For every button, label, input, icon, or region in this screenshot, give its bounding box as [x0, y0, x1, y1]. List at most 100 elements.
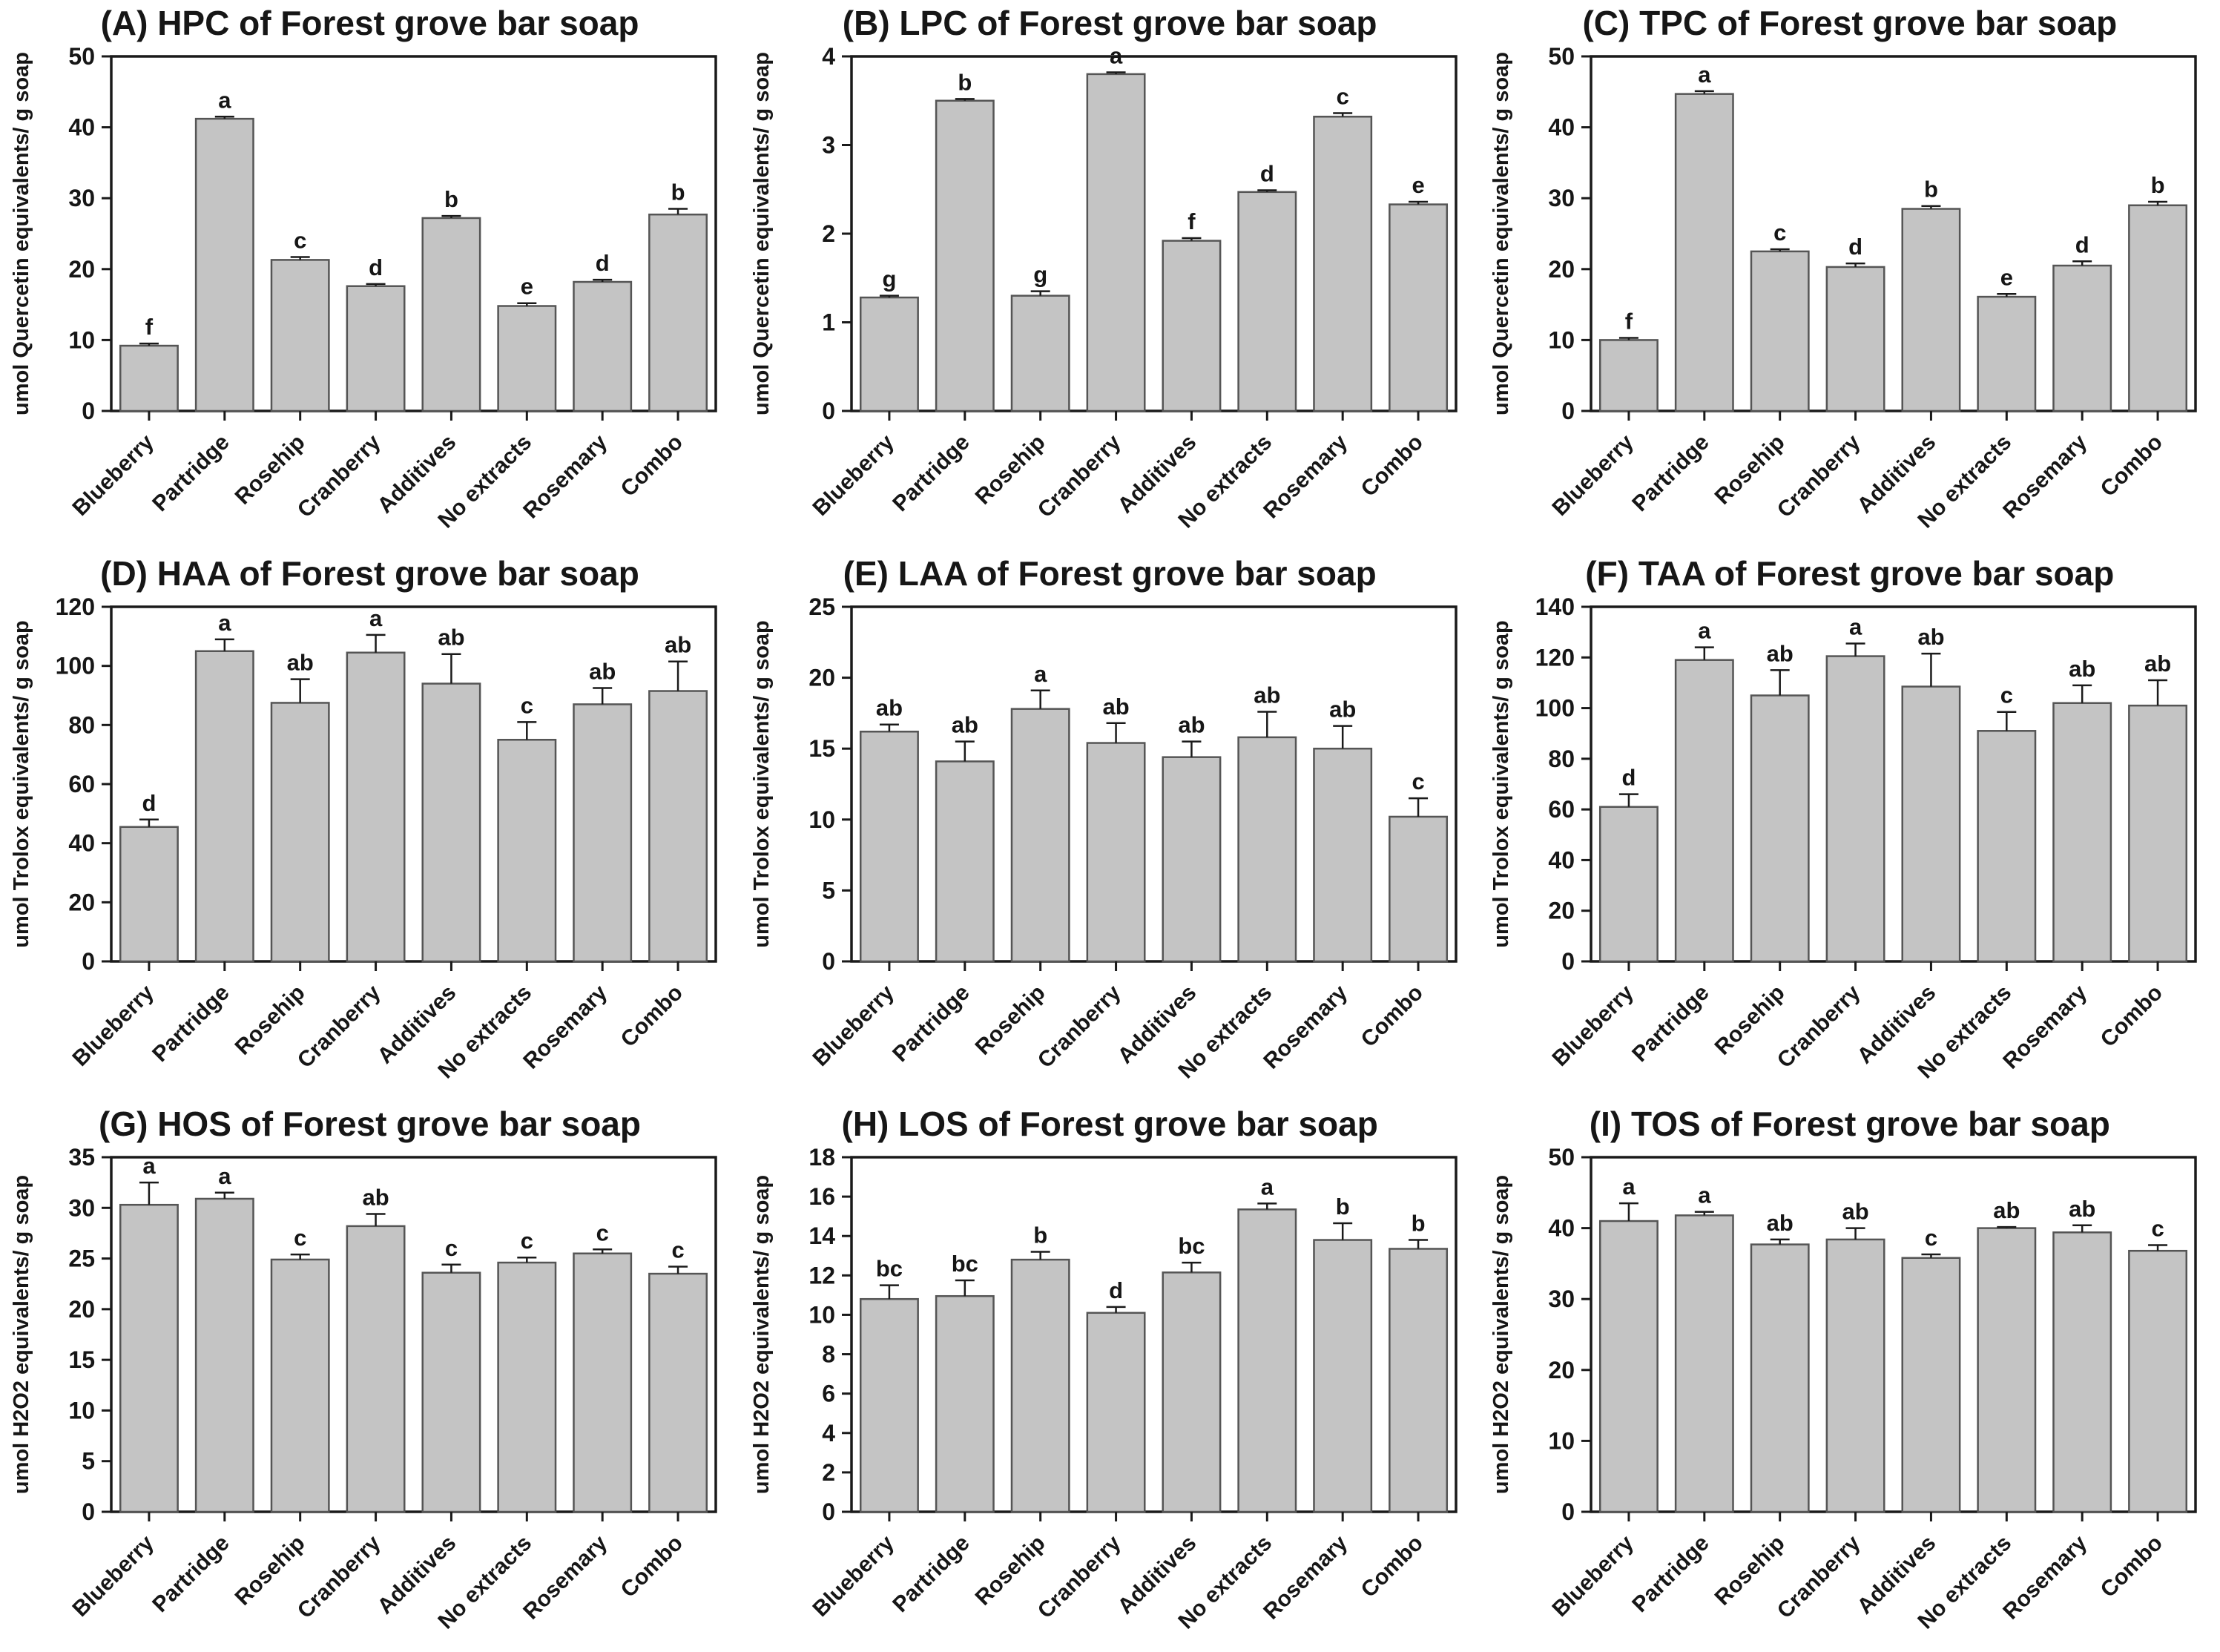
- bar-group-rosemary: c: [573, 1220, 633, 1513]
- bar-rosehip: [1750, 1243, 1810, 1513]
- y-axis-tick-label: 0: [82, 1498, 95, 1525]
- y-axis-tick-label: 4: [822, 45, 835, 70]
- x-category-label: Partridge: [1628, 981, 1714, 1067]
- y-axis-tick-label: 80: [68, 711, 95, 738]
- panel-i-chart: 0 10 20 30 40 50 umol H2O2 equivalents/ g soap…: [1489, 1145, 2198, 1633]
- x-category-label: Blueberry: [808, 430, 899, 521]
- bar-group-cranberry: ab: [346, 1184, 406, 1513]
- panel-e-title: (E) LAA of Forest grove bar soap: [843, 554, 1377, 593]
- y-axis-tick-label: 15: [68, 1346, 95, 1373]
- bar-partridge: [935, 1294, 995, 1513]
- significance-letter: f: [1625, 309, 1633, 335]
- bar-additives: [1901, 1257, 1961, 1513]
- y-axis-tick-label: 20: [1549, 1357, 1575, 1383]
- significance-letter: c: [294, 228, 306, 254]
- y-axis-tick-label: 120: [56, 595, 95, 620]
- significance-letter: a: [1034, 661, 1047, 687]
- significance-letter: c: [671, 1237, 684, 1263]
- panel-c-tpc: (C) TPC of Forest grove bar soap 0 10 20 30…: [1480, 0, 2219, 550]
- panel-a-hpc: (A) HPC of Forest grove bar soap 0 10 20 30…: [0, 0, 740, 550]
- y-axis-tick-label: 60: [1549, 796, 1575, 823]
- y-axis-tick-label: 10: [808, 1301, 835, 1328]
- significance-letter: ab: [1254, 682, 1280, 708]
- x-category-label: Rosehip: [970, 430, 1050, 510]
- y-axis-title: umol Quercetin equivalents/ g soap: [1489, 52, 1513, 415]
- bar-rosemary: [573, 703, 633, 963]
- significance-letter: ab: [2069, 656, 2095, 682]
- bar-group-partridge: a: [194, 87, 254, 412]
- significance-letter: bc: [1178, 1233, 1205, 1259]
- significance-letter: ab: [1102, 694, 1129, 720]
- bar-group-cranberry: a: [1086, 45, 1146, 412]
- y-axis-title: umol Trolox equivalents/ g soap: [1489, 620, 1513, 948]
- significance-letter: c: [596, 1220, 609, 1245]
- y-axis-tick-label: 10: [68, 326, 95, 353]
- bar-combo: [648, 1272, 708, 1513]
- bar-group-blueberry: d: [119, 790, 179, 963]
- significance-letter: d: [369, 254, 383, 280]
- bar-group-no-extracts: a: [1237, 1174, 1297, 1513]
- bar-no-extracts: [497, 305, 557, 412]
- bar-cranberry: [1825, 266, 1885, 412]
- x-category-label: Rosehip: [1710, 430, 1790, 510]
- significance-letter: b: [444, 186, 458, 212]
- y-axis-tick-label: 0: [1562, 398, 1575, 424]
- bar-group-partridge: a: [1675, 62, 1735, 412]
- y-axis-tick-label: 10: [808, 806, 835, 833]
- bar-group-blueberry: a: [119, 1153, 179, 1513]
- bar-group-combo: b: [1388, 1211, 1448, 1513]
- bar-group-additives: ab: [1162, 712, 1222, 963]
- significance-letter: ab: [362, 1184, 389, 1210]
- significance-letter: ab: [665, 632, 691, 658]
- y-axis-tick-label: 40: [1549, 114, 1575, 141]
- x-category-label: Partridge: [888, 981, 974, 1067]
- x-category-label: Rosehip: [970, 981, 1050, 1060]
- x-category-label: Combo: [616, 1531, 688, 1602]
- bar-no-extracts: [1237, 1208, 1297, 1513]
- significance-letter: ab: [1767, 1210, 1794, 1236]
- y-axis-tick-label: 20: [68, 1296, 95, 1323]
- y-axis-tick-label: 100: [1535, 695, 1575, 722]
- bar-group-combo: b: [2128, 172, 2188, 412]
- bar-partridge: [935, 760, 995, 963]
- bar-group-rosemary: ab: [2052, 656, 2112, 963]
- bar-additives: [421, 1271, 481, 1513]
- bar-partridge: [194, 650, 254, 963]
- y-axis-tick-label: 40: [1549, 846, 1575, 873]
- x-category-label: Cranberry: [1773, 1530, 1865, 1623]
- significance-letter: b: [1033, 1222, 1047, 1248]
- significance-letter: b: [2151, 172, 2165, 198]
- y-axis-tick-label: 6: [822, 1380, 835, 1407]
- bar-group-no-extracts: e: [497, 274, 557, 412]
- significance-letter: ab: [1767, 640, 1794, 666]
- bar-rosehip: [270, 259, 330, 412]
- y-axis-tick-label: 30: [1549, 185, 1575, 211]
- bar-no-extracts: [1977, 730, 2037, 963]
- y-axis-tick-label: 120: [1535, 644, 1575, 671]
- bar-partridge: [194, 1197, 254, 1513]
- y-axis-tick-label: 4: [822, 1420, 835, 1447]
- bar-group-no-extracts: ab: [1237, 682, 1297, 963]
- bar-cranberry: [346, 651, 406, 963]
- y-axis-tick-label: 0: [822, 948, 835, 975]
- bar-group-rosehip: ab: [1750, 1210, 1810, 1513]
- bar-group-additives: ab: [421, 625, 481, 963]
- bar-group-combo: ab: [2128, 651, 2188, 963]
- bar-group-combo: e: [1388, 172, 1448, 412]
- x-category-label: Cranberry: [1773, 430, 1865, 522]
- y-axis-tick-label: 30: [1549, 1286, 1575, 1312]
- bar-group-rosehip: ab: [270, 650, 330, 963]
- bar-group-partridge: a: [1675, 1182, 1735, 1513]
- bar-additives: [1162, 240, 1222, 412]
- panel-h-chart: 0 2 4 6 8 10 12 14 16 18 umol H2O2 equivalents/ g …: [750, 1145, 1458, 1633]
- significance-letter: a: [1623, 1174, 1636, 1199]
- y-axis-tick-label: 0: [822, 398, 835, 424]
- x-category-label: Rosehip: [970, 1531, 1050, 1610]
- y-axis-tick-label: 14: [808, 1222, 835, 1249]
- significance-letter: g: [1033, 262, 1047, 288]
- bar-group-combo: ab: [648, 632, 708, 963]
- bar-rosemary: [2052, 1231, 2112, 1513]
- panel-g-chart: 0 5 10 15 20 25 30 35 umol H2O2 equivalents/ g s…: [10, 1145, 717, 1633]
- y-axis-title: umol H2O2 equivalents/ g soap: [750, 1175, 774, 1494]
